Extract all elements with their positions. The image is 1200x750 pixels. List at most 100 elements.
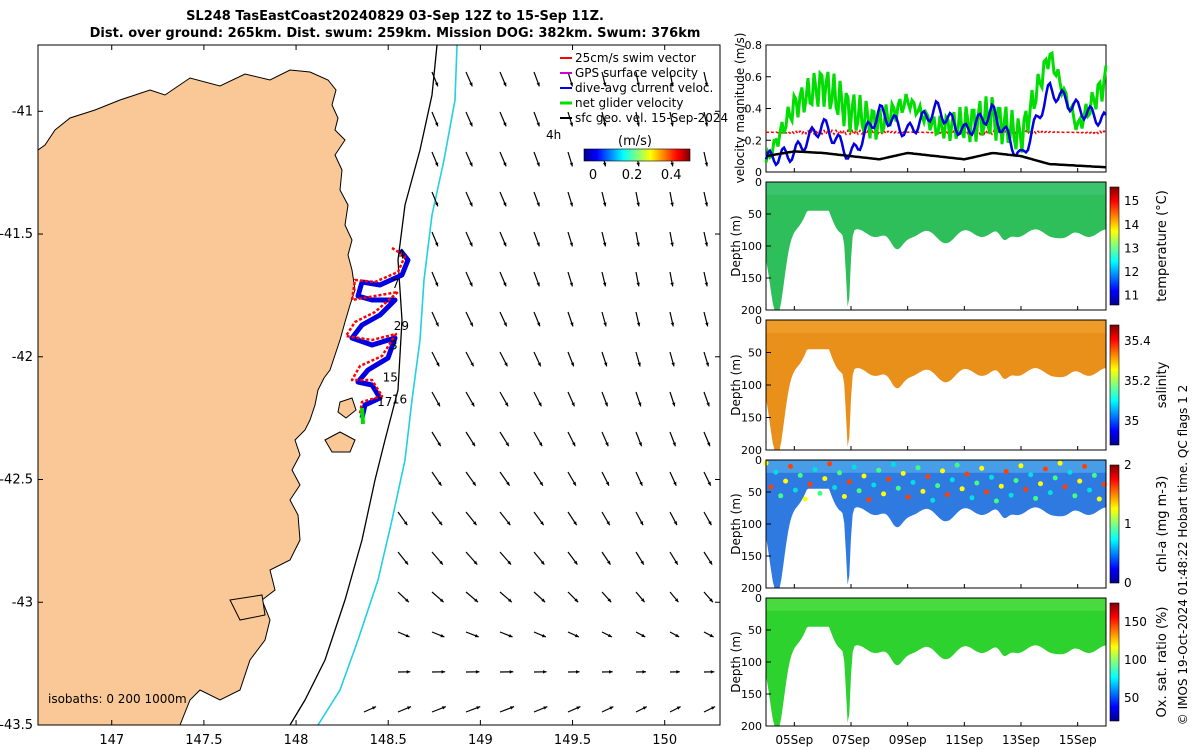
depth-tick-label: 200 [741,582,762,595]
velocity-arrowhead [538,442,543,447]
depth-ylabel: Depth (m) [729,215,743,276]
chla-hotspot [993,498,999,504]
velocity-arrowhead [569,282,574,287]
velocity-arrowhead [503,162,507,167]
velocity-arrowhead [469,242,473,247]
velocity-ytick-label: 0.2 [745,134,763,147]
velocity-arrowhead [435,322,439,327]
velocity-series-line [765,150,1107,169]
velocity-arrowhead [469,202,473,207]
velocity-arrowhead [708,521,712,526]
map-colorbar [583,148,691,162]
velocity-arrowhead [638,442,642,447]
chla-hotspot [954,462,960,468]
velocity-arrowhead [474,634,479,638]
velocity-arrowhead [605,481,609,486]
velocity-arrowhead [504,402,509,407]
velocity-arrowhead [640,560,644,565]
chla-hotspot [1101,481,1107,487]
day-label: 16 [392,392,407,406]
velocity-arrowhead [473,560,478,565]
velocity-arrowhead [573,521,577,526]
chla-hotspot [881,491,887,497]
chla-hotspot [841,494,847,499]
map-ytick-label: -43.5 [0,718,33,733]
day-label: 17 [377,395,392,409]
velocity-arrowhead [670,242,674,247]
depth-ylabel: Depth (m) [729,354,743,415]
colorbar-tick-label: 0.2 [622,168,643,183]
velocity-arrowhead [475,670,480,674]
velocity-arrowhead [507,560,512,565]
chla-hotspot [1082,463,1088,469]
velocity-arrowhead [636,122,640,127]
velocity-arrowhead [606,521,610,526]
time-xtick-label: 15Sep [1059,733,1097,747]
isobath-1000m [317,45,458,725]
chla-hotspot [1008,492,1014,498]
velocity-ytick-label: 0.8 [745,39,763,52]
velocity-arrowhead [671,402,676,407]
island [324,431,356,453]
salinity-section-panel: 0 50 100 150 200 Depth (m) 35 35.2 35.4 salinity [729,314,1170,457]
velocity-arrowhead [470,362,474,367]
velocity-arrowhead [609,706,614,710]
chla-hotspot [925,474,931,480]
depth-ylabel: Depth (m) [729,631,743,692]
velocity-arrowhead [474,598,479,603]
colorbar-label: Ox. sat. ratio (%) [1155,607,1170,718]
depth-tick-label: 100 [741,656,762,669]
chla-hotspot [807,481,813,487]
velocity-arrowhead [602,202,607,207]
velocity-series-line [764,50,1108,163]
section-surface-band [766,598,1106,611]
velocity-arrowhead [603,322,607,327]
velocity-arrowhead [709,633,714,637]
chla-hotspot [1087,487,1092,493]
velocity-arrowhead [476,706,481,710]
isobath-200m [289,45,438,725]
velocity-arrowhead [569,122,574,127]
section-data-fill [766,598,1106,726]
velocity-arrowhead [541,598,546,603]
island [229,594,266,621]
chla-hotspot [895,485,901,491]
velocity-ytick-label: 0.4 [745,103,763,116]
velocity-arrowhead [636,202,640,207]
chla-hotspot [1042,466,1048,472]
chla-hotspot [851,464,857,470]
chla-hotspot [886,476,891,482]
velocity-arrowhead [372,706,377,710]
map-ytick-label: -43 [12,595,33,610]
colorbar-tick-label: 0.4 [661,168,682,183]
velocity-arrowhead [704,82,709,87]
colorbar-tick-label: 50 [1124,691,1139,705]
depth-tick-label: 100 [741,379,762,392]
velocity-arrowhead [704,162,709,167]
chla-section-panel: 0 50 100 150 200 Depth (m) 0 1 2 chl-a (mg m-3) [729,454,1170,595]
colorbar-tick-label: 14 [1124,218,1139,232]
chla-hotspot [812,467,818,473]
velocity-arrowhead [438,521,443,526]
colorbar-tick-label: 0 [1124,576,1132,590]
velocity-arrowhead [536,162,540,167]
velocity-arrowhead [642,706,647,710]
colorbar-tick-label: 1 [1124,517,1132,531]
velocity-arrowhead [707,481,711,486]
velocity-arrowhead [406,670,411,674]
velocity-arrowhead [436,362,440,367]
chla-hotspot [935,483,941,489]
velocity-arrowhead [472,521,477,526]
swim-vector-track [344,246,407,415]
velocity-arrowhead [536,242,540,247]
chla-hotspot [837,470,842,476]
velocity-arrowhead [670,82,674,87]
title-line-2: Dist. over ground: 265km. Dist. swum: 25… [89,26,701,41]
velocity-arrowhead [607,598,612,603]
depth-tick-label: 150 [741,688,762,701]
section-data-fill [766,182,1106,310]
chla-hotspot [1052,475,1058,481]
chla-hotspot [856,488,862,494]
